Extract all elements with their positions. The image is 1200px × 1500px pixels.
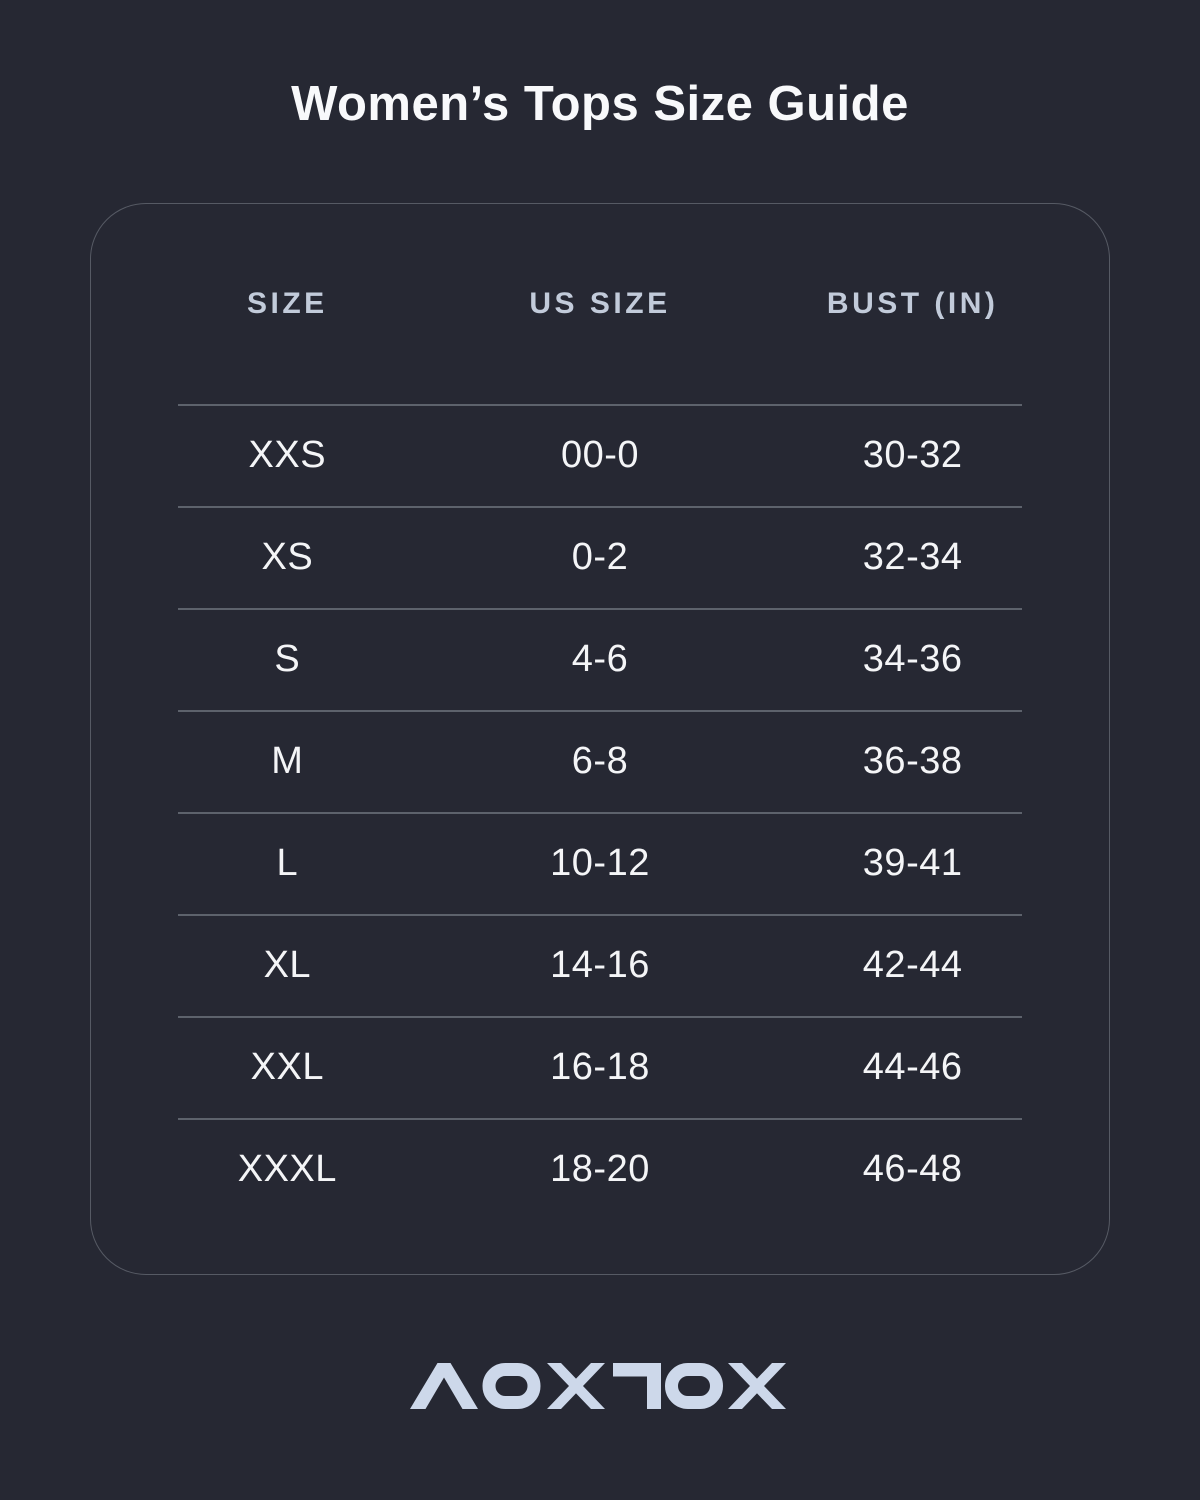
column-header-size: SIZE [246,286,328,320]
table-cell-bust-in: 32-34 [862,536,963,579]
table-row: S 4-6 34-36 [131,610,1069,710]
page-title: Women’s Tops Size Guide [291,77,909,131]
table-cell-us-size: 4-6 [571,638,629,681]
table-cell-us-size: 0-2 [571,536,629,579]
row-divider [178,505,1022,508]
table-cell-us-size: 00-0 [560,434,640,477]
row-divider [178,607,1022,610]
table-cell-size: L [276,842,299,885]
table-cell-bust-in: 34-36 [862,638,963,681]
table-row: XXXL 18-20 46-48 [131,1120,1069,1220]
table-header-row: SIZE US SIZE BUST (IN) [131,204,1069,404]
table-cell-size: XL [263,944,312,987]
table-cell-size: XXS [248,434,327,477]
table-row: XXS 00-0 30-32 [131,406,1069,506]
brand-logo-container [0,1362,1200,1409]
table-cell-bust-in: 30-32 [862,434,963,477]
row-divider [178,1117,1022,1120]
size-table-card: SIZE US SIZE BUST (IN) XXS 00-0 30-32 XS 0-2… [90,202,1110,1275]
row-divider [178,709,1022,712]
table-cell-size: M [271,740,304,783]
row-divider [178,403,1022,406]
table-row: L 10-12 39-41 [131,814,1069,914]
table-cell-size: XS [261,536,314,579]
column-header-us-size: US SIZE [529,286,671,320]
table-row: XL 14-16 42-44 [131,916,1069,1016]
table-cell-bust-in: 39-41 [862,842,963,885]
table-cell-us-size: 14-16 [550,944,650,987]
column-header-bust-in: BUST (IN) [826,286,999,320]
table-cell-size: XXXL [237,1148,337,1191]
table-cell-bust-in: 36-38 [862,740,963,783]
table-body: XXS 00-0 30-32 XS 0-2 32-34 S 4-6 34-36 M 6-8 36-38… [131,403,1069,1220]
table-cell-size: S [274,638,301,681]
row-divider [178,811,1022,814]
table-cell-us-size: 10-12 [550,842,650,885]
table-cell-bust-in: 42-44 [862,944,963,987]
table-row: M 6-8 36-38 [131,712,1069,812]
table-row: XXL 16-18 44-46 [131,1018,1069,1118]
aoxjox-logo-icon [410,1362,786,1409]
table-cell-us-size: 16-18 [550,1046,650,1089]
table-cell-us-size: 6-8 [571,740,629,783]
table-cell-bust-in: 46-48 [862,1148,963,1191]
table-cell-us-size: 18-20 [550,1148,650,1191]
row-divider [178,913,1022,916]
table-cell-bust-in: 44-46 [862,1046,963,1089]
table-row: XS 0-2 32-34 [131,508,1069,608]
row-divider [178,1015,1022,1018]
table-cell-size: XXL [250,1046,324,1089]
